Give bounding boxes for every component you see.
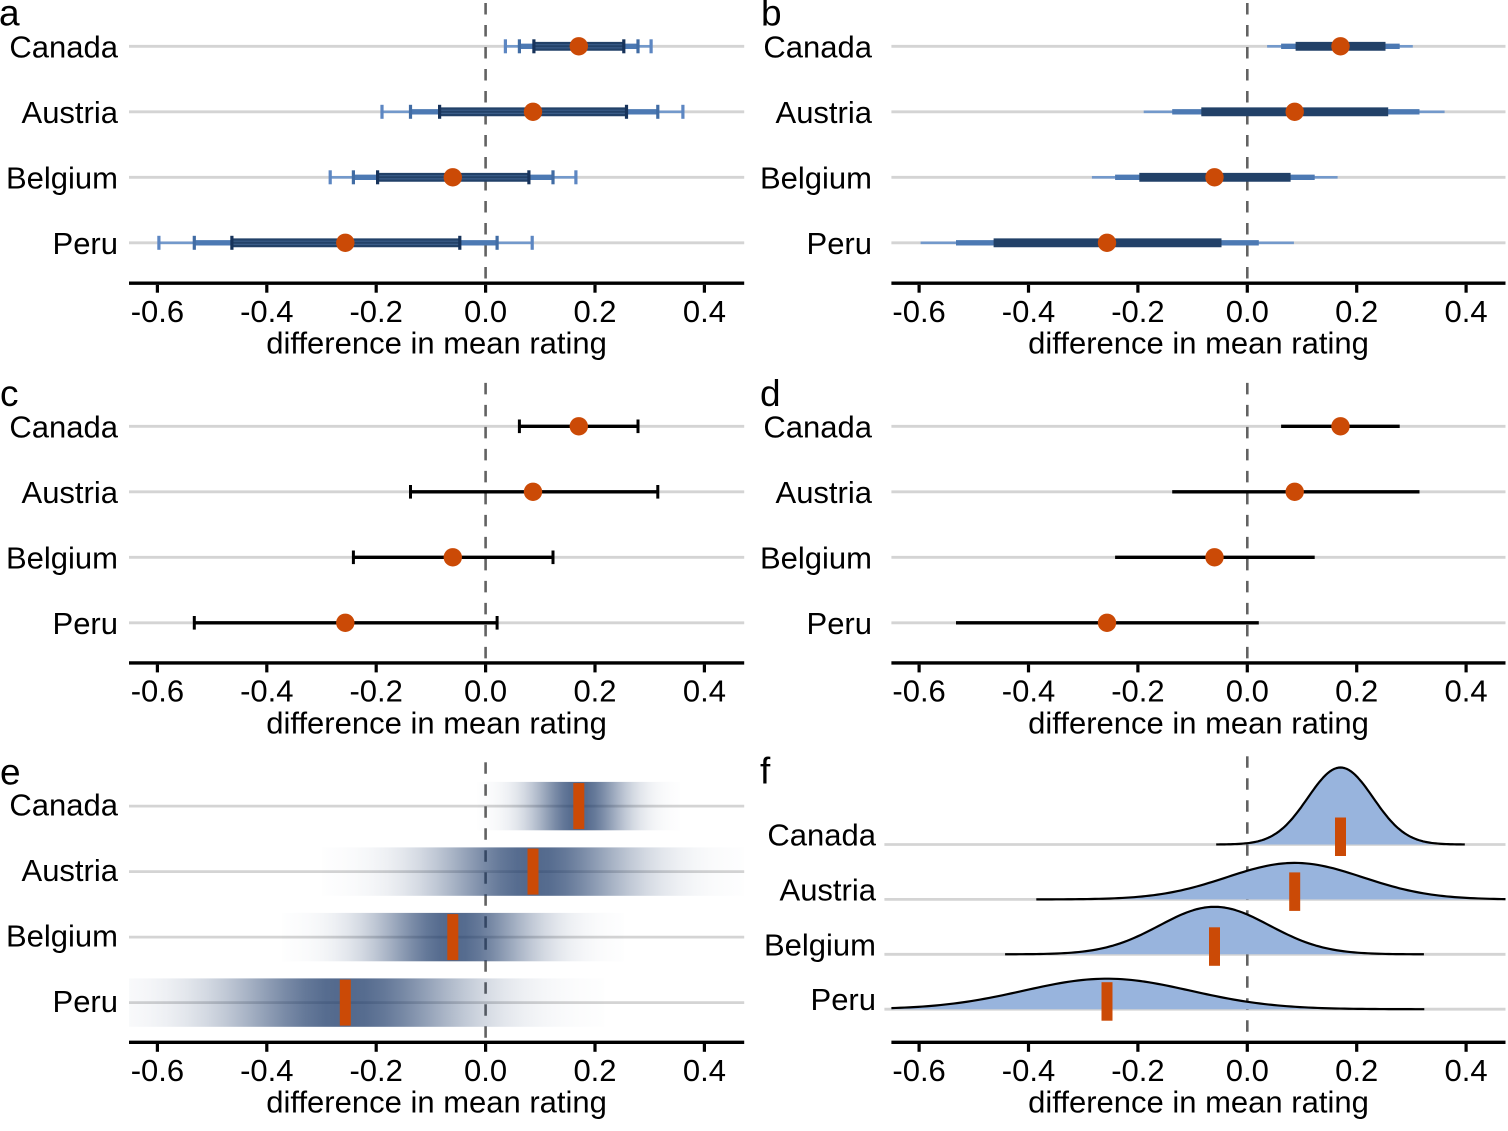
svg-text:0.0: 0.0 <box>1226 294 1269 329</box>
svg-text:-0.6: -0.6 <box>131 294 184 329</box>
svg-text:-0.6: -0.6 <box>892 294 945 329</box>
svg-text:Peru: Peru <box>807 226 872 261</box>
svg-text:-0.4: -0.4 <box>1002 1053 1055 1088</box>
svg-text:0.4: 0.4 <box>1445 674 1488 709</box>
svg-text:-0.6: -0.6 <box>892 1053 945 1088</box>
svg-text:-0.2: -0.2 <box>1111 294 1164 329</box>
svg-text:0.0: 0.0 <box>464 294 507 329</box>
svg-text:d: d <box>760 373 781 414</box>
svg-text:Canada: Canada <box>767 818 876 853</box>
svg-text:0.2: 0.2 <box>1335 674 1378 709</box>
svg-text:0.0: 0.0 <box>464 674 507 709</box>
svg-text:-0.6: -0.6 <box>892 674 945 709</box>
svg-text:Austria: Austria <box>22 95 119 130</box>
svg-text:0.2: 0.2 <box>1335 294 1378 329</box>
svg-text:f: f <box>760 751 771 792</box>
svg-text:-0.2: -0.2 <box>1111 1053 1164 1088</box>
svg-text:b: b <box>761 0 782 33</box>
svg-text:difference in mean rating: difference in mean rating <box>266 326 607 361</box>
svg-text:-0.6: -0.6 <box>131 1053 184 1088</box>
svg-text:Peru: Peru <box>807 606 872 641</box>
svg-text:Canada: Canada <box>763 410 872 445</box>
svg-text:0.2: 0.2 <box>573 294 616 329</box>
svg-text:difference in mean rating: difference in mean rating <box>266 705 607 740</box>
svg-text:Austria: Austria <box>22 475 119 510</box>
svg-text:0.0: 0.0 <box>1226 1053 1269 1088</box>
svg-text:Canada: Canada <box>9 30 118 65</box>
svg-text:0.2: 0.2 <box>1335 1053 1378 1088</box>
svg-text:-0.4: -0.4 <box>1002 674 1055 709</box>
svg-text:-0.4: -0.4 <box>240 1053 293 1088</box>
svg-text:Canada: Canada <box>763 30 872 65</box>
svg-text:difference in mean rating: difference in mean rating <box>1028 1085 1369 1120</box>
svg-text:Peru: Peru <box>53 984 118 1019</box>
svg-text:Canada: Canada <box>9 410 118 445</box>
svg-text:0.4: 0.4 <box>683 1053 726 1088</box>
svg-text:Peru: Peru <box>811 982 876 1017</box>
svg-text:Austria: Austria <box>22 853 119 888</box>
svg-text:-0.4: -0.4 <box>240 294 293 329</box>
svg-text:0.0: 0.0 <box>464 1053 507 1088</box>
svg-text:0.2: 0.2 <box>573 1053 616 1088</box>
svg-text:0.4: 0.4 <box>683 674 726 709</box>
svg-text:0.4: 0.4 <box>1445 1053 1488 1088</box>
svg-text:Peru: Peru <box>53 226 118 261</box>
svg-text:-0.2: -0.2 <box>349 1053 402 1088</box>
svg-text:Austria: Austria <box>776 475 873 510</box>
svg-text:e: e <box>0 752 21 793</box>
svg-text:difference in mean rating: difference in mean rating <box>1028 326 1369 361</box>
svg-text:Belgium: Belgium <box>760 161 872 196</box>
svg-text:Peru: Peru <box>53 606 118 641</box>
svg-text:Belgium: Belgium <box>6 919 118 954</box>
svg-text:Austria: Austria <box>776 95 873 130</box>
svg-text:Austria: Austria <box>780 872 877 907</box>
svg-text:Canada: Canada <box>9 788 118 823</box>
svg-text:-0.4: -0.4 <box>1002 294 1055 329</box>
svg-text:a: a <box>0 0 20 33</box>
svg-text:Belgium: Belgium <box>764 927 876 962</box>
svg-text:difference in mean rating: difference in mean rating <box>266 1085 607 1120</box>
svg-text:-0.2: -0.2 <box>349 674 402 709</box>
svg-text:0.2: 0.2 <box>573 674 616 709</box>
svg-text:Belgium: Belgium <box>760 541 872 576</box>
svg-text:-0.2: -0.2 <box>1111 674 1164 709</box>
svg-text:Belgium: Belgium <box>6 161 118 196</box>
svg-text:-0.4: -0.4 <box>240 674 293 709</box>
svg-text:Belgium: Belgium <box>6 541 118 576</box>
svg-text:-0.6: -0.6 <box>131 674 184 709</box>
svg-text:0.4: 0.4 <box>1445 294 1488 329</box>
svg-text:0.0: 0.0 <box>1226 674 1269 709</box>
svg-text:-0.2: -0.2 <box>349 294 402 329</box>
svg-text:c: c <box>0 373 19 414</box>
svg-text:difference in mean rating: difference in mean rating <box>1028 705 1369 740</box>
svg-text:0.4: 0.4 <box>683 294 726 329</box>
